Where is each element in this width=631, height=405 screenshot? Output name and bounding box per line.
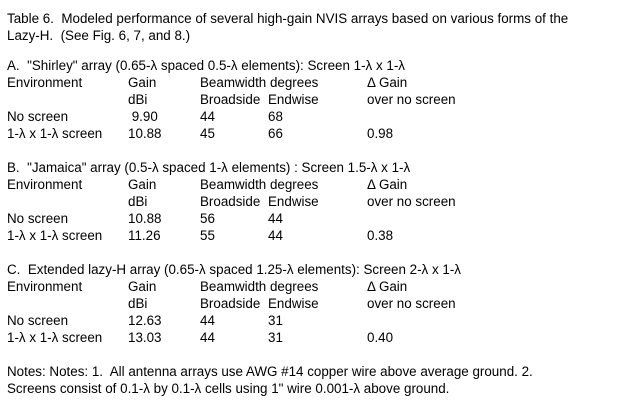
column-header-beamwidth: Beamwidth degrees: [200, 75, 319, 90]
cell-environment: 1-λ x 1-λ screen: [7, 330, 103, 345]
subheader-dbi: dBi: [128, 92, 148, 107]
table-caption-line-2: Lazy-H. (See Fig. 6, 7, and 8.): [7, 28, 191, 43]
subheader-broadside: Broadside: [200, 194, 261, 209]
column-header-delta-gain: Δ Gain: [367, 279, 408, 294]
column-header-gain: Gain: [128, 177, 157, 192]
subheader-blank: [7, 193, 128, 210]
performance-table-c: Environment Gain Beamwidth degrees Δ Gai…: [7, 278, 624, 346]
section-shirley: A. "Shirley" array (0.65-λ spaced 0.5-λ …: [7, 57, 624, 142]
cell-gain: 9.90: [128, 109, 158, 124]
cell-gain: 12.63: [128, 313, 162, 328]
subheader-blank: [7, 295, 128, 312]
column-header-beamwidth: Beamwidth degrees: [200, 177, 319, 192]
performance-table-b: Environment Gain Beamwidth degrees Δ Gai…: [7, 176, 624, 244]
section-jamaica: B. "Jamaica" array (0.5-λ spaced 1-λ ele…: [7, 159, 624, 244]
column-header-environment: Environment: [7, 177, 83, 192]
blank-line: [7, 346, 624, 363]
column-header-beamwidth: Beamwidth degrees: [200, 279, 319, 294]
subheader-over-no-screen: over no screen: [367, 296, 456, 311]
cell-delta-gain: 0.40: [367, 330, 394, 345]
table-row: 1-λ x 1-λ screen 10.88 45 66 0.98: [7, 125, 624, 142]
notes-line-1: Notes: Notes: 1. All antenna arrays use …: [7, 364, 533, 379]
cell-gain: 11.26: [128, 228, 161, 243]
cell-environment: 1-λ x 1-λ screen: [7, 228, 103, 243]
column-header-environment: Environment: [7, 279, 83, 294]
section-heading-b: B. "Jamaica" array (0.5-λ spaced 1-λ ele…: [7, 160, 411, 175]
table-caption-line-1: Table 6. Modeled performance of several …: [7, 11, 569, 26]
subheader-endwise: Endwise: [268, 296, 319, 311]
column-header-environment: Environment: [7, 75, 83, 90]
cell-endwise: 31: [268, 330, 283, 345]
section-heading-c: C. Extended lazy-H array (0.65-λ spaced …: [7, 262, 461, 277]
subheader-blank: [7, 91, 128, 108]
table-row: No screen 12.63 44 31: [7, 312, 624, 329]
cell-environment: No screen: [7, 109, 69, 124]
cell-endwise: 31: [268, 313, 283, 328]
cell-broadside: 44: [200, 330, 215, 345]
cell-delta-gain: 0.38: [367, 228, 394, 243]
section-heading-a: A. "Shirley" array (0.65-λ spaced 0.5-λ …: [7, 58, 405, 73]
cell-gain: 13.03: [128, 330, 162, 345]
section-extended-lazy-h: C. Extended lazy-H array (0.65-λ spaced …: [7, 261, 624, 346]
cell-broadside: 44: [200, 313, 215, 328]
table-subheader-row: dBi Broadside Endwise over no screen: [7, 193, 624, 210]
column-header-delta-gain: Δ Gain: [367, 177, 408, 192]
subheader-dbi: dBi: [128, 296, 148, 311]
table-header-row: Environment Gain Beamwidth degrees Δ Gai…: [7, 74, 624, 91]
table-row: 1-λ x 1-λ screen 11.26 55 44 0.38: [7, 227, 624, 244]
cell-delta-gain: [367, 312, 624, 329]
cell-broadside: 45: [200, 126, 215, 141]
subheader-over-no-screen: over no screen: [367, 194, 456, 209]
blank-line: [7, 244, 624, 261]
subheader-broadside: Broadside: [200, 296, 261, 311]
table-row: No screen 10.88 56 44: [7, 210, 624, 227]
cell-broadside: 55: [200, 228, 215, 243]
table-subheader-row: dBi Broadside Endwise over no screen: [7, 91, 624, 108]
cell-endwise: 66: [268, 126, 283, 141]
table-row: 1-λ x 1-λ screen 13.03 44 31 0.40: [7, 329, 624, 346]
cell-endwise: 44: [268, 228, 283, 243]
subheader-dbi: dBi: [128, 194, 148, 209]
subheader-endwise: Endwise: [268, 194, 319, 209]
cell-broadside: 56: [200, 211, 215, 226]
table-row: No screen 9.90 44 68: [7, 108, 624, 125]
cell-environment: No screen: [7, 313, 69, 328]
cell-delta-gain: [367, 210, 624, 227]
table-subheader-row: dBi Broadside Endwise over no screen: [7, 295, 624, 312]
cell-delta-gain: 0.98: [367, 126, 394, 141]
notes-line-2: Screens consist of 0.1-λ by 0.1-λ cells …: [7, 381, 450, 396]
cell-gain: 10.88: [128, 211, 162, 226]
cell-gain: 10.88: [128, 126, 162, 141]
table-header-row: Environment Gain Beamwidth degrees Δ Gai…: [7, 278, 624, 295]
performance-table-a: Environment Gain Beamwidth degrees Δ Gai…: [7, 74, 624, 142]
subheader-endwise: Endwise: [268, 92, 319, 107]
cell-environment: 1-λ x 1-λ screen: [7, 126, 103, 141]
subheader-over-no-screen: over no screen: [367, 92, 456, 107]
subheader-broadside: Broadside: [200, 92, 261, 107]
column-header-gain: Gain: [128, 75, 157, 90]
cell-broadside: 44: [200, 109, 215, 124]
cell-endwise: 68: [268, 109, 283, 124]
blank-line: [7, 142, 624, 159]
blank-line: [7, 44, 624, 57]
column-header-gain: Gain: [128, 279, 157, 294]
cell-environment: No screen: [7, 211, 69, 226]
cell-delta-gain: [367, 108, 624, 125]
column-header-delta-gain: Δ Gain: [367, 75, 408, 90]
cell-endwise: 44: [268, 211, 283, 226]
table-header-row: Environment Gain Beamwidth degrees Δ Gai…: [7, 176, 624, 193]
